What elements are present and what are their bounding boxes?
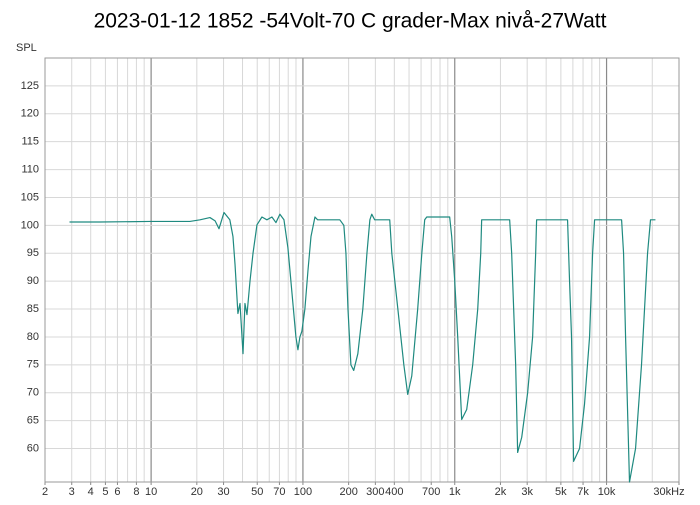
x-tick-label: 5k <box>555 486 567 498</box>
y-tick-label: 105 <box>21 191 39 203</box>
x-tick-label: 6 <box>114 486 120 498</box>
x-tick-label: 100 <box>294 486 312 498</box>
x-tick-label: 3k <box>521 486 533 498</box>
data-line <box>69 211 656 483</box>
y-tick-label: 90 <box>27 275 39 287</box>
y-tick-label: 110 <box>21 163 39 175</box>
y-tick-label: 85 <box>27 303 39 315</box>
y-tick-label: 80 <box>27 331 39 343</box>
x-tick-label: 50 <box>251 486 263 498</box>
x-tick-label: 3 <box>69 486 75 498</box>
x-tick-label: 200 <box>339 486 357 498</box>
y-axis-label: SPL <box>16 42 37 54</box>
y-tick-label: 100 <box>21 219 39 231</box>
y-tick-label: 70 <box>27 387 39 399</box>
x-tick-label: 20 <box>191 486 203 498</box>
y-tick-label: 65 <box>27 415 39 427</box>
x-tick-label: 10 <box>145 486 157 498</box>
y-tick-label: 75 <box>27 359 39 371</box>
x-tick-label: 7k <box>577 486 589 498</box>
x-tick-label: 2 <box>42 486 48 498</box>
y-tick-label: 115 <box>21 136 39 148</box>
x-tick-label: 400 <box>385 486 403 498</box>
x-tick-label: 70 <box>273 486 285 498</box>
plot-frame <box>44 57 680 483</box>
chart-title: 2023-01-12 1852 -54Volt-70 C grader-Max … <box>94 10 607 33</box>
x-tick-label: 700 <box>422 486 440 498</box>
x-tick-label: 10k <box>598 486 616 498</box>
x-tick-label: 4 <box>88 486 94 498</box>
x-tick-label: 30kHz <box>653 486 684 498</box>
y-tick-label: 125 <box>21 80 39 92</box>
y-tick-label: 95 <box>27 247 39 259</box>
x-tick-label: 30 <box>217 486 229 498</box>
x-tick-label: 1k <box>449 486 461 498</box>
y-tick-label: 120 <box>21 108 39 120</box>
y-tick-label: 60 <box>27 442 39 454</box>
x-tick-label: 2k <box>495 486 507 498</box>
x-tick-label: 8 <box>133 486 139 498</box>
x-tick-label: 300 <box>366 486 384 498</box>
x-tick-label: 5 <box>102 486 108 498</box>
